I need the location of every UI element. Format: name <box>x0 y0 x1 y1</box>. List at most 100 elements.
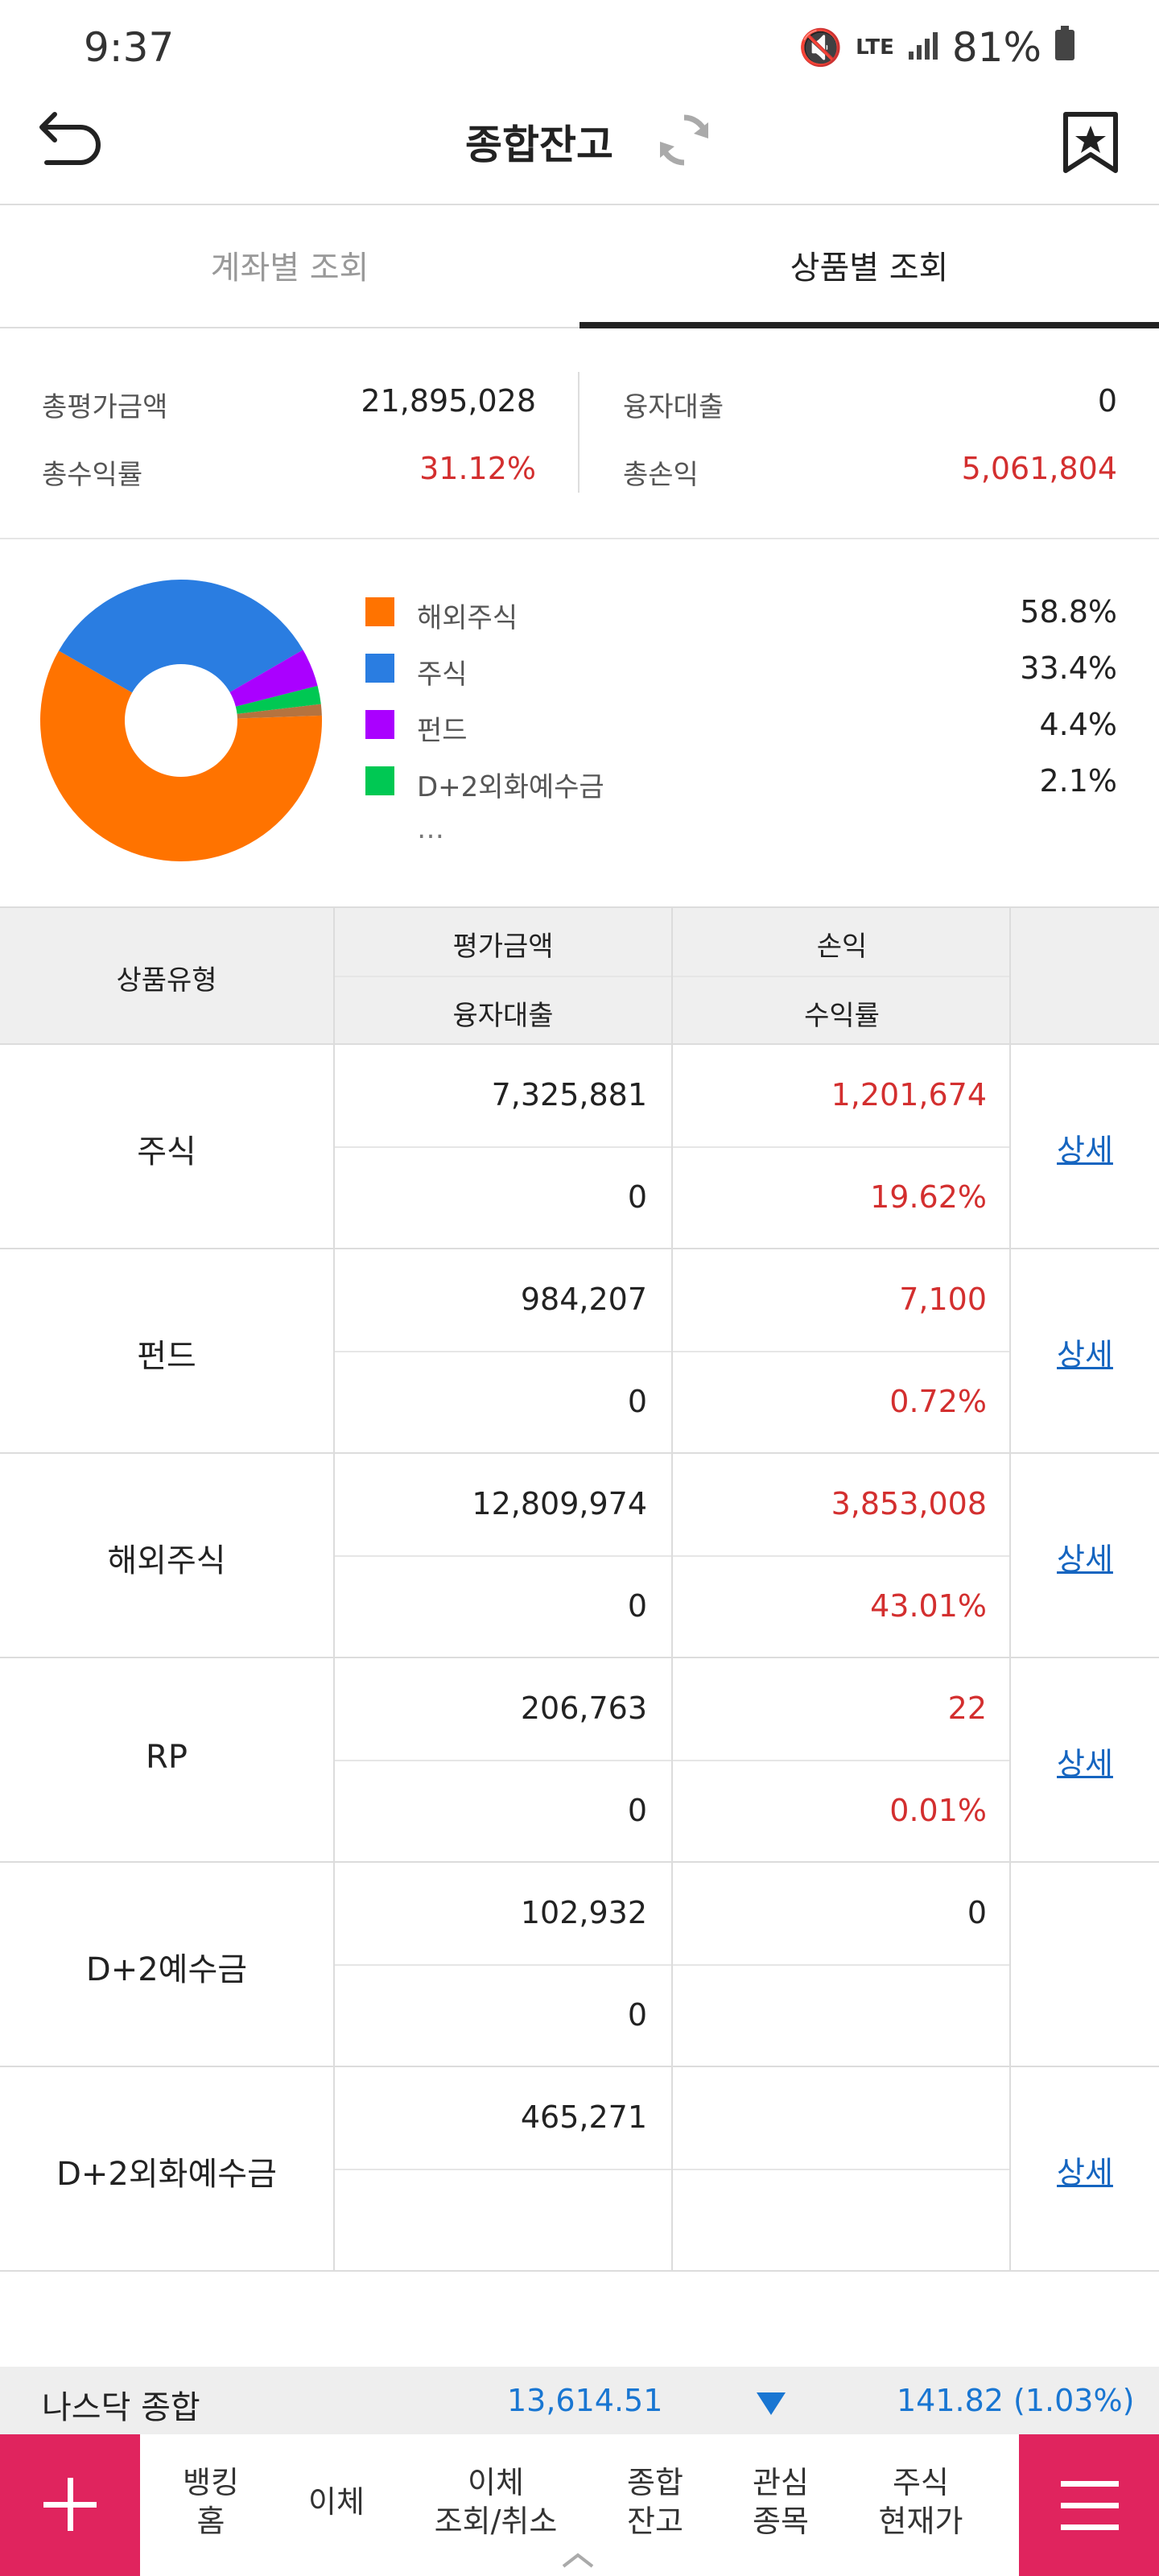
down-arrow-icon <box>757 2392 786 2418</box>
signal-icon <box>907 24 939 71</box>
row-pl: 0 <box>967 1895 987 1930</box>
total-pl-value: 5,061,804 <box>961 451 1117 486</box>
row-pl: 22 <box>947 1690 987 1726</box>
legend-label: D+2외화예수금 <box>417 771 604 803</box>
th-type: 상품유형 <box>116 964 217 997</box>
row-eval: 465,271 <box>520 2099 647 2135</box>
slice-stock <box>58 580 303 693</box>
row-loan: 0 <box>627 1793 647 1828</box>
row-eval: 206,763 <box>520 1690 647 1726</box>
legend-value: 58.8% <box>1020 594 1117 630</box>
back-arrow-icon <box>39 112 101 165</box>
plus-icon <box>43 2478 97 2531</box>
row-loan: 0 <box>627 1384 647 1419</box>
summary-divider <box>578 372 580 493</box>
row-rate: 0.01% <box>889 1793 987 1828</box>
mute-icon: 🔇 <box>798 27 843 68</box>
page-title: 종합잔고 <box>465 122 613 168</box>
tab-by-account[interactable]: 계좌별 조회 <box>210 250 369 287</box>
row-eval: 12,809,974 <box>472 1486 647 1521</box>
nav-label-line2: 종목 <box>753 2504 809 2539</box>
nav-label-line1: 관심 <box>753 2465 809 2500</box>
legend-value: 4.4% <box>1039 707 1117 742</box>
nav-label-line1: 이체 <box>308 2484 365 2520</box>
col-line-1 <box>333 908 335 2272</box>
total-eval-value: 21,895,028 <box>361 383 536 419</box>
nav-label-line1: 주식 <box>893 2465 949 2500</box>
refresh-button[interactable] <box>652 108 724 180</box>
allocation-donut-chart <box>40 580 322 861</box>
row-rate: 0.72% <box>889 1384 987 1419</box>
nav-label-line1: 이체 <box>468 2465 524 2500</box>
legend-swatch <box>365 766 394 795</box>
nav-total-balance[interactable]: 종합 잔고 <box>567 2463 744 2541</box>
index-ticker[interactable] <box>0 2367 1159 2434</box>
th-eval: 평가금액 <box>452 931 554 963</box>
back-button[interactable] <box>35 103 108 175</box>
menu-button[interactable] <box>1019 2434 1159 2576</box>
nav-transfer[interactable]: 이체 <box>248 2483 425 2521</box>
row-loan: 0 <box>627 1997 647 2033</box>
row-mid-line <box>335 2169 1011 2170</box>
row-type: D+2외화예수금 <box>56 2156 277 2193</box>
hamburger-menu-icon <box>1061 2481 1119 2530</box>
slice-fund <box>229 650 318 707</box>
th-bottom-line <box>0 1043 1159 1045</box>
battery-icon <box>1054 24 1075 71</box>
th-rate: 수익률 <box>804 1000 880 1032</box>
refresh-icon <box>660 114 708 166</box>
network-label: LTE <box>856 35 894 60</box>
detail-link[interactable]: 상세 <box>1057 1746 1113 1781</box>
table-top-line <box>0 906 1159 908</box>
detail-link[interactable]: 상세 <box>1057 1542 1113 1577</box>
row-rate: 43.01% <box>870 1588 987 1624</box>
legend-label: 펀드 <box>417 715 468 747</box>
bookmark-star-icon <box>1063 112 1118 173</box>
detail-link[interactable]: 상세 <box>1057 2155 1113 2190</box>
nav-banking-home[interactable]: 뱅킹 홈 <box>122 2463 299 2541</box>
legend-more[interactable]: … <box>417 813 444 845</box>
add-button[interactable] <box>0 2434 140 2576</box>
bookmark-button[interactable] <box>1054 103 1127 184</box>
tab-by-product[interactable]: 상품별 조회 <box>790 250 949 287</box>
nav-transfer-history[interactable]: 이체 조회/취소 <box>407 2463 584 2541</box>
detail-link[interactable]: 상세 <box>1057 1337 1113 1373</box>
ticker-value: 13,614.51 <box>507 2383 663 2418</box>
total-return-value: 31.12% <box>419 451 536 486</box>
row-pl: 3,853,008 <box>831 1486 987 1521</box>
nav-label-line2: 현재가 <box>878 2504 963 2539</box>
loan-label: 융자대출 <box>623 391 724 423</box>
row-type: RP <box>146 1739 188 1776</box>
ticker-name: 나스닥 종합 <box>42 2389 200 2426</box>
row-mid-line <box>335 1351 1011 1352</box>
nav-label-line1: 종합 <box>627 2465 683 2500</box>
tab-active-indicator <box>580 322 1159 328</box>
slice-fx-deposit <box>235 685 321 714</box>
legend-swatch <box>365 597 394 626</box>
row-eval: 7,325,881 <box>491 1077 647 1113</box>
row-type: D+2예수금 <box>85 1951 248 1988</box>
slice-overseas-stock <box>40 650 322 861</box>
chevron-up-icon[interactable] <box>560 2550 596 2573</box>
status-time: 9:37 <box>84 24 175 71</box>
th-loan: 융자대출 <box>452 1000 554 1032</box>
legend-value: 33.4% <box>1020 650 1117 686</box>
row-mid-line <box>335 1146 1011 1148</box>
row-loan: 0 <box>627 1588 647 1624</box>
detail-link[interactable]: 상세 <box>1057 1133 1113 1168</box>
status-indicators: 🔇 LTE 81% <box>798 24 1075 71</box>
nav-label-line2: 홈 <box>196 2504 225 2539</box>
slice-other <box>237 704 322 719</box>
row-mid-line <box>335 1964 1011 1966</box>
total-eval-label: 총평가금액 <box>42 391 168 423</box>
legend-swatch <box>365 710 394 739</box>
row-mid-line <box>335 1555 1011 1557</box>
total-return-label: 총수익률 <box>42 459 143 491</box>
row-pl: 7,100 <box>899 1282 987 1317</box>
ticker-change: 141.82 (1.03%) <box>897 2383 1135 2418</box>
col-line-3 <box>1009 908 1011 2272</box>
row-loan: 0 <box>627 1179 647 1215</box>
header-divider <box>0 204 1159 205</box>
